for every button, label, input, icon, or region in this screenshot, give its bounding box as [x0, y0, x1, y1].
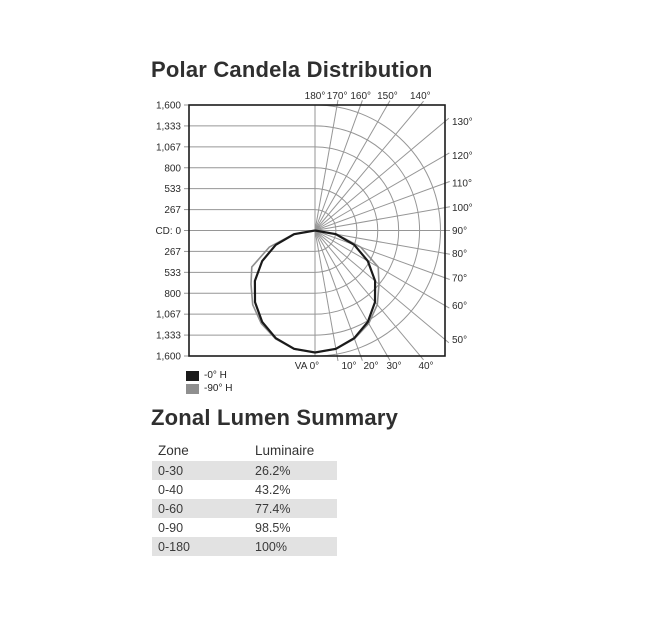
zone-cell: 0-30 — [158, 463, 184, 478]
zone-cell: 0-90 — [158, 520, 184, 535]
luminaire-cell: 77.4% — [255, 501, 291, 516]
axis-tick-label: 1,333 — [156, 121, 181, 132]
axis-tick-label: 120° — [452, 151, 473, 162]
axis-tick-label: CD: 0 — [155, 226, 181, 237]
zonal-summary-title: Zonal Lumen Summary — [151, 405, 399, 430]
axis-tick-label: 170° — [327, 91, 348, 102]
axis-tick-label: 10° — [341, 361, 356, 372]
axis-tick-label: 800 — [164, 163, 181, 174]
axis-tick-label: 100° — [452, 203, 473, 214]
axis-tick-label: 110° — [452, 179, 472, 190]
table-row: 0-30 26.2% — [152, 461, 337, 480]
chart-border — [188, 104, 446, 357]
axis-tick-label: 800 — [164, 289, 181, 300]
axis-labels: 1,600 1,333 1,067 800 533 267 CD: 0 267 533 800 1,… — [155, 91, 472, 372]
axis-tick-label: 60° — [452, 301, 467, 312]
chart-legend: -0° H -90° H — [186, 369, 232, 395]
polar-chart-title: Polar Candela Distribution — [151, 57, 433, 82]
axis-tick-label: 160° — [350, 91, 371, 102]
legend-item-0h: -0° H — [186, 369, 232, 382]
axis-tick-label: 50° — [452, 335, 467, 346]
curve-0deg-h — [253, 229, 377, 354]
axis-tick-label: 1,333 — [156, 331, 181, 342]
table-row: 0-180 100% — [152, 537, 337, 556]
luminaire-cell: 43.2% — [255, 482, 291, 497]
axis-tick-label: 1,600 — [156, 352, 181, 363]
axis-tick-label: 40° — [418, 361, 433, 372]
zone-cell: 0-60 — [158, 501, 184, 516]
table-row: 0-90 98.5% — [152, 518, 337, 537]
axis-tick-label: 1,067 — [156, 310, 181, 321]
column-header-luminaire: Luminaire — [255, 442, 315, 458]
column-header-zone: Zone — [158, 442, 189, 458]
luminaire-cell: 98.5% — [255, 520, 291, 535]
legend-label: -0° H — [204, 370, 227, 381]
axis-tick-label: 533 — [164, 184, 181, 195]
axis-tick-label: 1,067 — [156, 142, 181, 153]
axis-tick-label: 20° — [363, 361, 378, 372]
axis-tick-label: 267 — [164, 247, 181, 258]
axis-tick-label: 180° — [305, 91, 326, 102]
axis-tick-label: 80° — [452, 249, 467, 260]
axis-tick-label: 533 — [164, 268, 181, 279]
axis-tick-label: 90° — [452, 226, 467, 237]
zone-cell: 0-40 — [158, 482, 184, 497]
axis-tick-label: VA 0° — [295, 361, 319, 372]
axis-tick-label: 1,600 — [156, 101, 181, 112]
legend-item-90h: -90° H — [186, 382, 232, 395]
zone-cell: 0-180 — [158, 539, 190, 554]
axis-tick-label: 140° — [410, 91, 431, 102]
table-header-row: Zone Luminaire — [152, 439, 337, 461]
table-row: 0-40 43.2% — [152, 480, 337, 499]
legend-label: -90° H — [204, 383, 233, 394]
luminaire-cell: 26.2% — [255, 463, 291, 478]
candela-curves — [250, 229, 380, 354]
luminaire-cell: 100% — [255, 539, 287, 554]
polar-grid — [184, 99, 451, 362]
axis-tick-label: 130° — [452, 117, 473, 128]
table-row: 0-60 77.4% — [152, 499, 337, 518]
axis-tick-label: 70° — [452, 273, 467, 284]
axis-tick-label: 267 — [164, 205, 181, 216]
axis-tick-label: 30° — [386, 361, 401, 372]
legend-swatch-90h-icon — [186, 383, 199, 394]
axis-tick-label: 150° — [377, 91, 398, 102]
legend-swatch-0h-icon — [186, 370, 199, 381]
zonal-lumen-table: Zone Luminaire 0-30 26.2% 0-40 43.2% 0-6… — [152, 439, 337, 556]
polar-candela-chart: 1,600 1,333 1,067 800 533 267 CD: 0 267 533 800 1,… — [155, 91, 472, 372]
